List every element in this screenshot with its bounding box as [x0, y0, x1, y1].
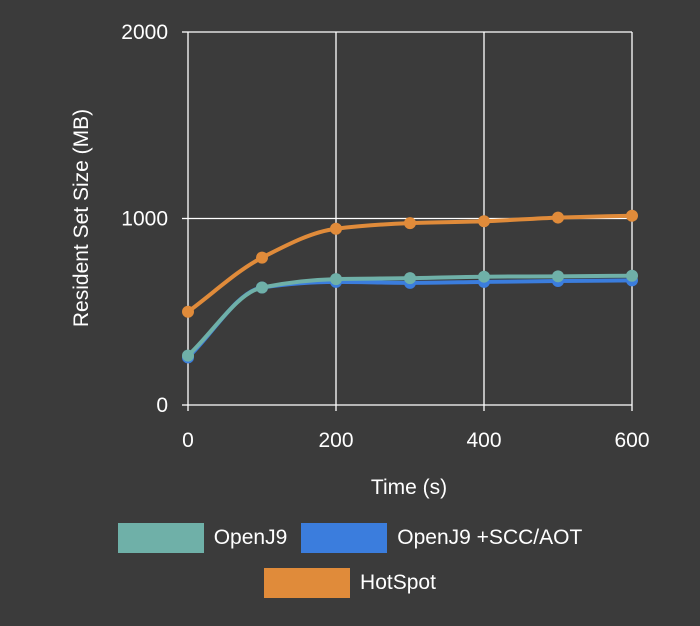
- x-tick-label: 200: [318, 429, 353, 452]
- legend-item-openj9-scc-aot[interactable]: OpenJ9 +SCC/AOT: [301, 523, 582, 553]
- series-layer: [182, 209, 638, 364]
- legend-swatch-openj9-scc-aot: [301, 523, 388, 553]
- y-tick-label: 0: [156, 394, 168, 417]
- data-point-hotspot[interactable]: [478, 215, 490, 228]
- data-point-openj9[interactable]: [552, 270, 564, 283]
- data-point-hotspot[interactable]: [626, 209, 638, 222]
- data-point-openj9[interactable]: [330, 273, 342, 286]
- series-line-hotspot: [186, 213, 634, 314]
- legend-row-1: OpenJ9 OpenJ9 +SCC/AOT: [0, 523, 700, 553]
- data-point-openj9[interactable]: [404, 272, 416, 285]
- legend-label-hotspot: HotSpot: [360, 571, 436, 594]
- y-tick-label: 2000: [121, 21, 168, 44]
- data-point-hotspot[interactable]: [256, 251, 268, 264]
- data-point-openj9[interactable]: [182, 349, 194, 362]
- data-point-hotspot[interactable]: [404, 217, 416, 230]
- data-point-openj9[interactable]: [256, 281, 268, 294]
- legend-item-hotspot[interactable]: HotSpot: [264, 568, 436, 598]
- y-axis-title: Resident Set Size (MB): [70, 109, 93, 327]
- data-point-hotspot[interactable]: [552, 211, 564, 224]
- x-tick-label: 600: [614, 429, 649, 452]
- legend-label-openj9: OpenJ9: [213, 526, 288, 549]
- legend-row-2: HotSpot: [0, 568, 700, 598]
- tick-labels: 0 200 400 600 0 1000 2000: [121, 21, 649, 452]
- x-tick-label: 400: [466, 429, 501, 452]
- data-point-hotspot[interactable]: [330, 222, 342, 235]
- legend-swatch-hotspot: [264, 568, 351, 598]
- data-point-openj9[interactable]: [626, 269, 638, 282]
- y-tick-label: 1000: [121, 208, 168, 231]
- x-axis-title: Time (s): [371, 476, 447, 499]
- legend-swatch-openj9: [117, 523, 204, 553]
- data-point-hotspot[interactable]: [182, 305, 194, 318]
- data-point-openj9[interactable]: [478, 270, 490, 283]
- line-chart: 0 200 400 600 0 1000 2000 Time (s) Resident Se…: [70, 21, 650, 499]
- axes: [182, 31, 633, 411]
- legend-item-openj9[interactable]: OpenJ9: [117, 523, 288, 553]
- x-tick-label: 0: [182, 429, 194, 452]
- legend-label-openj9-scc-aot: OpenJ9 +SCC/AOT: [397, 526, 583, 549]
